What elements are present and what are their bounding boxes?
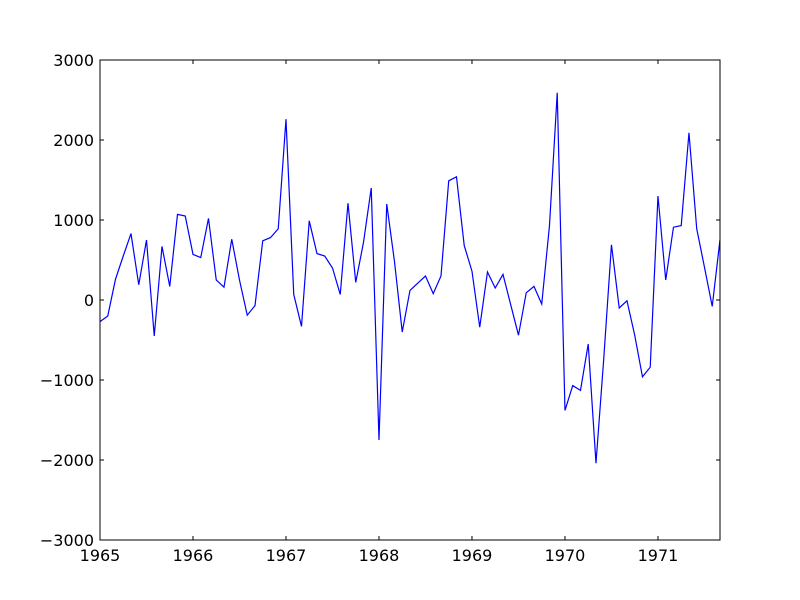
- series-line: [99, 92, 721, 464]
- y-tick-label: −1000: [40, 371, 94, 390]
- y-tick-label: 2000: [53, 131, 94, 150]
- x-tick-label: 1965: [80, 546, 121, 565]
- x-tick-label: 1967: [266, 546, 307, 565]
- y-tick-label: −2000: [40, 451, 94, 470]
- x-tick-label: 1969: [452, 546, 493, 565]
- x-tick-label: 1966: [173, 546, 214, 565]
- y-tick-label: 1000: [53, 211, 94, 230]
- y-tick-label: 0: [84, 291, 94, 310]
- x-tick-label: 1970: [545, 546, 586, 565]
- y-tick-label: 3000: [53, 51, 94, 70]
- x-tick-label: 1968: [359, 546, 400, 565]
- plot-area: [100, 60, 720, 540]
- y-tick-label: −3000: [40, 531, 94, 550]
- x-tick-label: 1971: [638, 546, 679, 565]
- series-layer: [99, 92, 721, 464]
- ticks-layer: 1965 1966 1967 1968 1969 1970 1971 −3000 −2000 −1…: [40, 51, 720, 565]
